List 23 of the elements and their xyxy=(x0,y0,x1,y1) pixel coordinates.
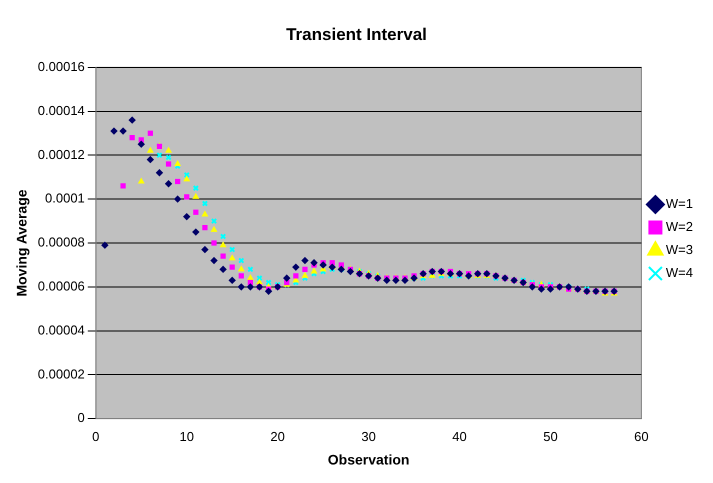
y-tick-label: 0.00008 xyxy=(38,234,85,250)
x-tick-label: 40 xyxy=(452,428,467,444)
y-tick-label: 0.0001 xyxy=(45,190,85,206)
y-tick-label: 0.00016 xyxy=(38,58,85,74)
y-tick-label: 0 xyxy=(78,410,85,426)
chart-title: Transient Interval xyxy=(286,24,427,44)
x-axis-title: Observation xyxy=(328,451,410,468)
legend-label: W=1 xyxy=(666,196,693,212)
x-tick-label: 20 xyxy=(270,428,285,444)
y-tick-label: 0.00002 xyxy=(38,366,85,382)
x-tick-label: 0 xyxy=(92,428,100,444)
x-tick-label: 30 xyxy=(361,428,376,444)
legend-label: W=4 xyxy=(666,265,693,280)
x-tick-label: 10 xyxy=(179,428,194,444)
y-axis-title: Moving Average xyxy=(13,189,30,297)
y-tick-label: 0.00012 xyxy=(38,146,85,162)
y-tick-label: 0.00014 xyxy=(38,102,85,118)
x-tick-label: 60 xyxy=(634,428,649,444)
x-tick-label: 50 xyxy=(543,428,558,444)
legend-label: W=2 xyxy=(666,219,693,234)
y-tick-label: 0.00006 xyxy=(38,278,85,294)
legend-label: W=3 xyxy=(666,242,693,258)
y-tick-label: 0.00004 xyxy=(38,322,85,338)
